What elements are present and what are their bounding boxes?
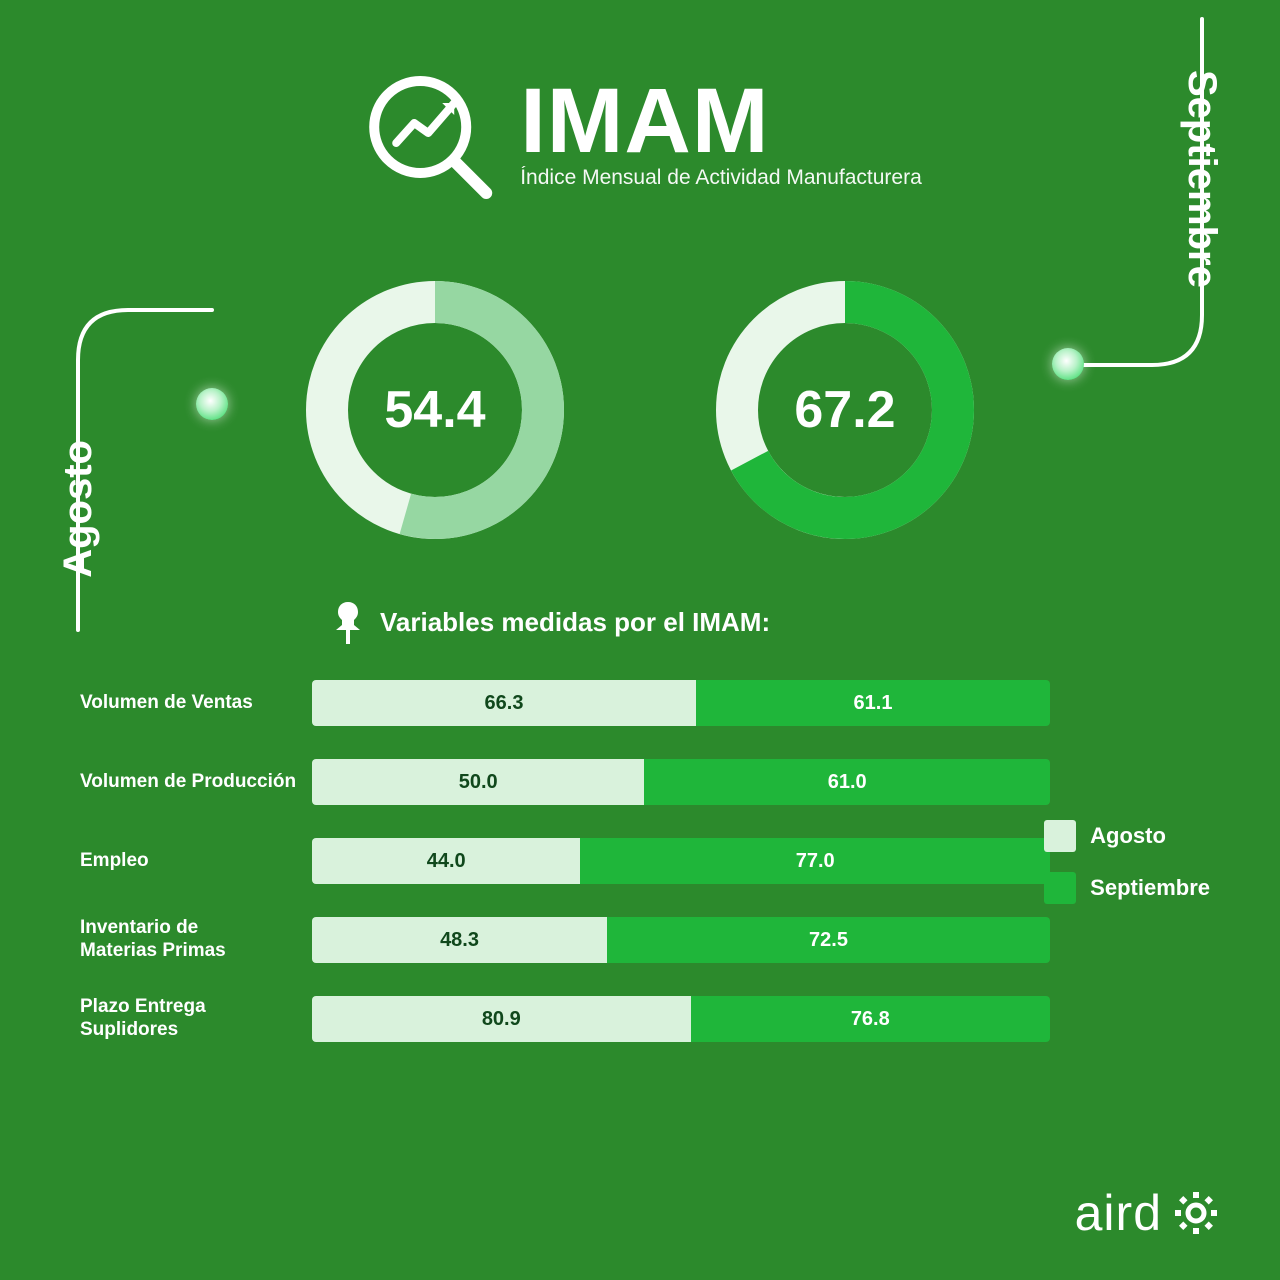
logo-text: aird [1075,1184,1162,1242]
donut-septiembre: 67.2 [715,280,975,540]
bar-row: Volumen de Ventas66.361.1 [80,680,1050,726]
legend-swatch-septiembre [1044,872,1076,904]
bar-row: Plazo EntregaSuplidores80.976.8 [80,996,1050,1042]
bar-label: Plazo EntregaSuplidores [80,996,312,1042]
bar-track: 50.061.0 [312,759,1050,805]
bar-seg-agosto: 50.0 [312,759,644,805]
connector-dot-left [196,388,228,420]
bar-seg-agosto: 80.9 [312,996,691,1042]
variables-title: Variables medidas por el IMAM: [330,600,1200,644]
logo-aird: aird [1075,1184,1220,1242]
bar-seg-septiembre: 61.1 [696,680,1050,726]
legend-label-agosto: Agosto [1090,823,1166,849]
bar-label: Volumen de Producción [80,771,312,794]
legend-label-septiembre: Septiembre [1090,875,1210,901]
legend-item-septiembre: Septiembre [1044,872,1210,904]
bar-track: 80.976.8 [312,996,1050,1042]
header: IMAM Índice Mensual de Actividad Manufac… [358,65,922,205]
gear-icon [1172,1189,1220,1237]
bar-row: Empleo44.077.0 [80,838,1050,884]
bar-seg-agosto: 66.3 [312,680,696,726]
bar-seg-agosto: 48.3 [312,917,607,963]
legend-item-agosto: Agosto [1044,820,1210,852]
bar-seg-septiembre: 72.5 [607,917,1050,963]
variables-title-text: Variables medidas por el IMAM: [380,607,770,638]
bar-track: 66.361.1 [312,680,1050,726]
bar-track: 48.372.5 [312,917,1050,963]
connector-right [1058,15,1208,375]
page-subtitle: Índice Mensual de Actividad Manufacturer… [520,166,922,190]
donut-septiembre-value: 67.2 [715,280,975,540]
bar-seg-septiembre: 76.8 [691,996,1050,1042]
title-block: IMAM Índice Mensual de Actividad Manufac… [520,80,922,191]
bar-label: Volumen de Ventas [80,692,312,715]
bar-track: 44.077.0 [312,838,1050,884]
magnifier-trend-icon [358,65,498,205]
connector-left [72,300,222,640]
bar-row: Inventario deMaterias Primas48.372.5 [80,917,1050,963]
donut-agosto-value: 54.4 [305,280,565,540]
donut-agosto: 54.4 [305,280,565,540]
bar-seg-agosto: 44.0 [312,838,580,884]
legend-swatch-agosto [1044,820,1076,852]
bars-container: Volumen de Ventas66.361.1 Volumen de Prod… [80,680,1050,1075]
bar-label: Inventario deMaterias Primas [80,917,312,963]
connector-dot-right [1052,348,1084,380]
bar-row: Volumen de Producción50.061.0 [80,759,1050,805]
bar-seg-septiembre: 77.0 [580,838,1050,884]
pin-icon [330,600,366,644]
page-title: IMAM [520,80,922,163]
bar-label: Empleo [80,850,312,873]
bar-seg-septiembre: 61.0 [644,759,1050,805]
legend: Agosto Septiembre [1044,820,1210,924]
donut-pair: 54.4 67.2 [305,280,975,540]
